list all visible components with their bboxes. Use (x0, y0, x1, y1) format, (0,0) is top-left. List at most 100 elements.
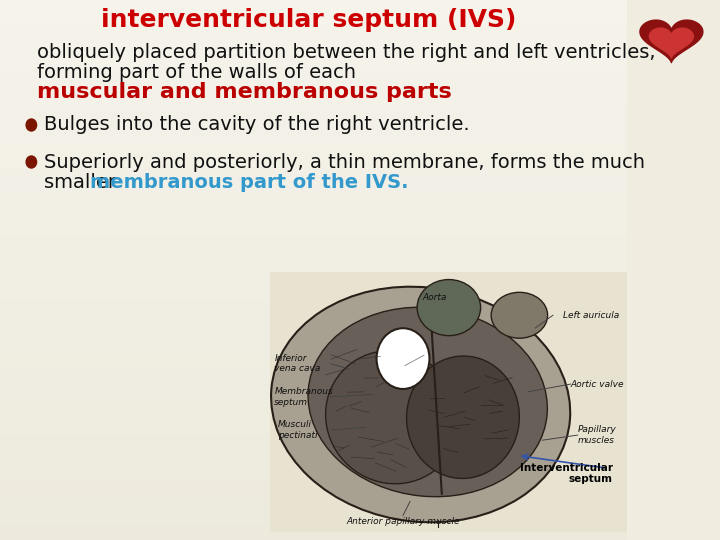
Bar (0, 300, 627, 306)
Bar (0, 525, 627, 531)
Bar (0, 44, 627, 50)
Text: Musculi
pectinati: Musculi pectinati (278, 420, 318, 440)
Bar (0, 30, 627, 36)
Bar (0, 161, 627, 166)
Bar (0, 292, 627, 297)
Text: Aortic valve: Aortic valve (570, 380, 624, 389)
Bar (0, 165, 627, 171)
Bar (0, 535, 627, 540)
Bar (0, 390, 627, 396)
Bar (0, 287, 627, 293)
Bar (0, 327, 627, 333)
Bar (0, 404, 627, 409)
Bar (0, 39, 627, 45)
Bar (0, 413, 627, 418)
Text: Interventricular
septum: Interventricular septum (520, 463, 613, 484)
Bar (0, 481, 627, 486)
Bar (0, 179, 627, 185)
Bar (0, 197, 627, 202)
Bar (0, 386, 627, 391)
Bar (0, 503, 627, 509)
Bar (0, 3, 627, 9)
Text: forming part of the walls of each: forming part of the walls of each (37, 63, 356, 82)
Bar (0, 359, 627, 364)
Bar (0, 111, 627, 117)
Bar (0, 138, 627, 144)
Bar (0, 341, 627, 347)
Bar (0, 323, 627, 328)
Bar (0, 120, 627, 126)
Bar (0, 521, 627, 526)
Polygon shape (640, 20, 703, 63)
Bar (0, 8, 627, 14)
Bar (0, 363, 627, 369)
Bar (0, 422, 627, 428)
Bar (0, 400, 627, 405)
Bar (0, 309, 627, 315)
Text: Bulges into the cavity of the right ventricle.: Bulges into the cavity of the right vent… (43, 116, 469, 134)
Text: interventricular septum (IVS): interventricular septum (IVS) (102, 8, 517, 32)
Bar (0, 471, 627, 477)
Bar (0, 381, 627, 387)
Bar (0, 417, 627, 423)
Bar (0, 62, 627, 68)
Bar (0, 476, 627, 482)
Ellipse shape (271, 287, 570, 522)
Bar (0, 233, 627, 239)
Bar (0, 373, 627, 378)
Bar (0, 184, 627, 189)
Bar (0, 467, 627, 472)
Bar (0, 143, 627, 148)
Bar (0, 0, 627, 4)
Bar (0, 53, 627, 58)
Bar (0, 494, 627, 500)
Text: Aorta: Aorta (423, 293, 447, 302)
Bar (0, 336, 627, 342)
Bar (0, 368, 627, 374)
Bar (0, 215, 627, 220)
Bar (0, 498, 627, 504)
Bar (0, 512, 627, 517)
Bar (0, 12, 627, 18)
Bar (0, 530, 627, 536)
Ellipse shape (491, 292, 548, 338)
Bar (0, 228, 627, 234)
Polygon shape (649, 28, 693, 58)
Bar (0, 84, 627, 90)
Bar (0, 157, 627, 162)
Bar (0, 278, 627, 284)
Bar (270, 272, 627, 532)
Bar (0, 66, 627, 72)
Bar (0, 174, 627, 180)
Ellipse shape (325, 350, 459, 484)
Bar (0, 350, 627, 355)
Bar (0, 282, 627, 288)
Bar (0, 93, 627, 99)
Bar (0, 49, 627, 54)
Bar (0, 219, 627, 225)
Bar (0, 444, 627, 450)
Bar (0, 206, 627, 212)
Bar (0, 440, 627, 445)
Bar (0, 246, 627, 252)
Bar (0, 269, 627, 274)
Bar (0, 485, 627, 490)
Ellipse shape (417, 280, 480, 336)
Bar (0, 116, 627, 122)
Bar (0, 103, 627, 108)
Bar (0, 152, 627, 158)
Bar (0, 462, 627, 468)
Ellipse shape (407, 356, 519, 478)
Circle shape (26, 156, 37, 168)
Bar (0, 314, 627, 320)
Text: muscular and membranous parts: muscular and membranous parts (37, 82, 451, 102)
Bar (0, 332, 627, 338)
Bar (0, 251, 627, 256)
Bar (0, 255, 627, 261)
Bar (0, 265, 627, 270)
Bar (0, 130, 627, 135)
Bar (0, 57, 627, 63)
Bar (0, 201, 627, 207)
Bar (0, 107, 627, 112)
Bar (0, 377, 627, 382)
